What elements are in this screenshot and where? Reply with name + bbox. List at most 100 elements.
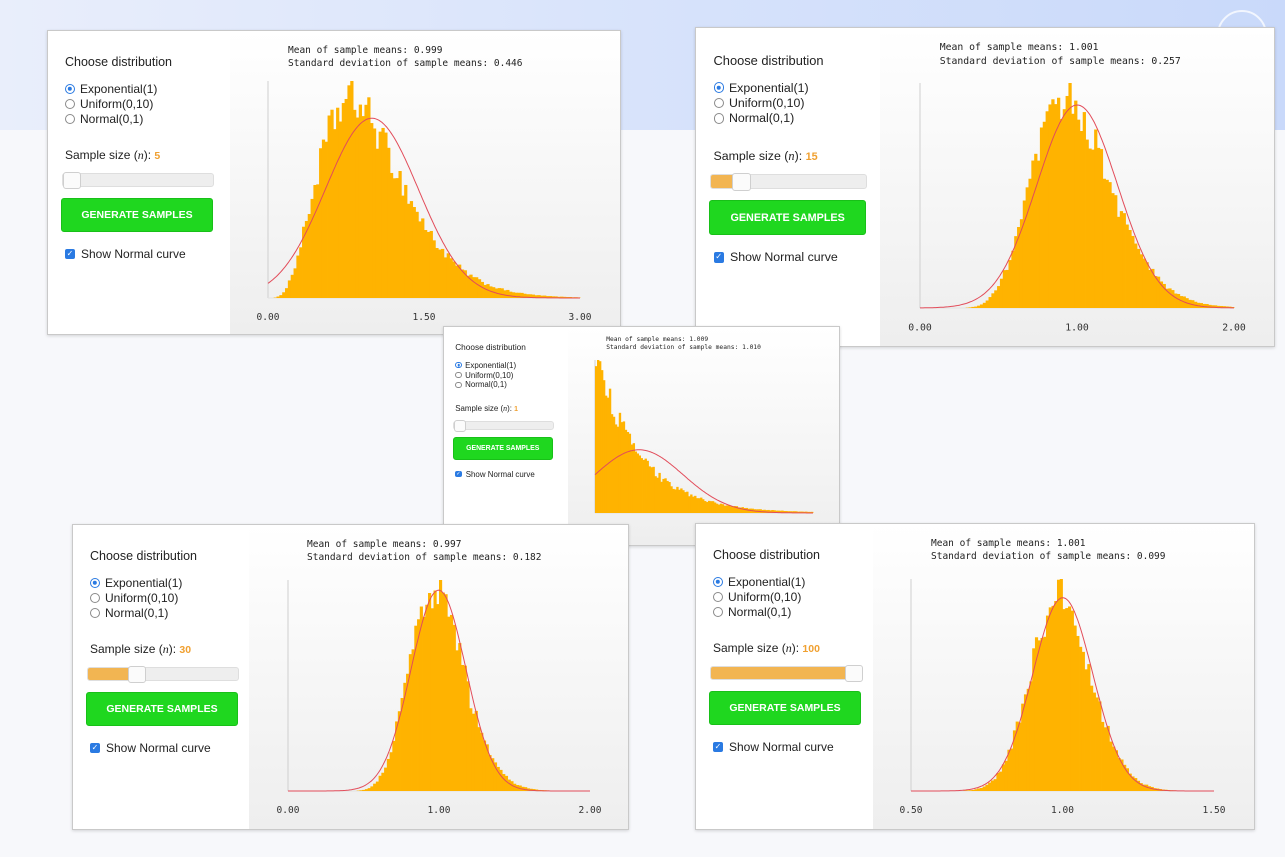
generate-samples-button[interactable]: GENERATE SAMPLES [709,200,866,236]
distribution-option-1[interactable]: Exponential(1) [455,361,516,370]
generate-samples-button[interactable]: GENERATE SAMPLES [452,437,553,460]
distribution-option-2[interactable]: Uniform(0,10) [90,591,178,605]
histogram-bar [401,195,405,298]
distribution-option-2[interactable]: Uniform(0,10) [65,97,153,111]
slider-thumb[interactable] [63,172,81,189]
distribution-option-3[interactable]: Normal(0,1) [65,112,143,126]
histogram-bar [364,789,369,791]
histogram-bar [313,184,317,298]
distribution-option-1[interactable]: Exponential(1) [713,81,809,95]
histogram-bar [1068,606,1072,791]
distribution-option-3[interactable]: Normal(0,1) [455,380,507,389]
show-normal-curve-checkbox[interactable]: ✓ Show Normal curve [455,470,535,479]
slider-thumb[interactable] [845,665,863,682]
radio-button[interactable] [713,82,724,93]
generate-samples-button[interactable]: GENERATE SAMPLES [86,692,238,726]
radio-button[interactable] [65,99,75,109]
radio-button[interactable] [455,381,462,389]
histogram-bar [974,789,978,791]
generate-samples-button[interactable]: GENERATE SAMPLES [709,691,861,725]
generate-samples-button[interactable]: GENERATE SAMPLES [61,198,213,232]
controls-column: Choose distribution Exponential(1) Uniform… [696,28,881,346]
show-normal-curve-checkbox[interactable]: ✓ Show Normal curve [90,741,211,755]
radio-button[interactable] [455,371,462,379]
sample-size-slider[interactable] [62,172,214,189]
histogram-bar [1162,283,1166,308]
histogram-bar [404,184,408,298]
radio-button[interactable] [713,113,724,124]
histogram-bar [1001,764,1006,791]
histogram-bar [441,248,445,298]
sample-size-label: Sample size (n): 5 [65,148,161,162]
checkbox-checked-icon[interactable]: ✓ [455,470,462,478]
histogram-bar [638,455,641,513]
radio-button[interactable] [65,84,75,94]
slider-thumb[interactable] [454,420,467,432]
sample-size-slider[interactable] [453,420,554,432]
distribution-option-3[interactable]: Normal(0,1) [713,605,791,619]
histogram-bar [480,281,484,298]
histogram-bar [1148,270,1152,308]
sample-mean-stats: Mean of sample means: 1.001 Standard devi… [940,41,1181,68]
distribution-option-2[interactable]: Uniform(0,10) [713,590,801,604]
histogram-bar [496,766,500,791]
distribution-option-1[interactable]: Exponential(1) [713,575,805,589]
show-normal-curve-checkbox[interactable]: ✓ Show Normal curve [65,247,186,261]
histogram-bar [610,414,614,513]
slider-thumb[interactable] [732,173,751,191]
radio-button[interactable] [713,97,724,109]
slider-thumb[interactable] [128,666,147,683]
x-tick-label: 0.00 [908,322,932,333]
sample-size-slider[interactable] [710,173,867,191]
distribution-option-2[interactable]: Uniform(0,10) [713,96,805,110]
histogram-bar [469,274,473,298]
histogram-bar [781,510,784,513]
sample-size-slider[interactable] [87,666,239,683]
radio-button[interactable] [713,592,723,602]
checkbox-checked-icon[interactable]: ✓ [713,742,723,752]
checkbox-checked-icon[interactable]: ✓ [90,743,100,753]
show-normal-curve-checkbox[interactable]: ✓ Show Normal curve [713,250,838,264]
distribution-option-2[interactable]: Uniform(0,10) [455,371,513,380]
histogram-bar [735,506,739,513]
distribution-option-3[interactable]: Normal(0,1) [90,606,168,620]
distribution-option-1[interactable]: Exponential(1) [90,576,182,590]
histogram-bar [409,201,414,298]
distribution-option-1[interactable]: Exponential(1) [65,82,157,96]
histogram-bar [412,207,416,298]
sample-size-value: 100 [802,643,820,655]
show-curve-label: Show Normal curve [729,740,834,754]
sample-size-label: Sample size (n): 1 [455,404,518,414]
mean-of-means: Mean of sample means: 1.009 [606,335,709,343]
radio-button[interactable] [90,593,100,603]
histogram-bar [809,511,812,513]
checkbox-checked-icon[interactable]: ✓ [65,249,75,259]
histogram-bar [1065,608,1069,791]
histogram-bar [341,103,345,298]
distribution-option-3[interactable]: Normal(0,1) [713,111,794,125]
sample-mean-stats: Mean of sample means: 0.999 Standard devi… [288,44,523,70]
radio-button[interactable] [713,577,723,587]
show-normal-curve-checkbox[interactable]: ✓ Show Normal curve [713,740,834,754]
controls-column: Choose distribution Exponential(1) Uniform… [444,327,569,545]
histogram-bar [1084,669,1088,791]
histogram-bar [707,500,711,513]
histogram-bar [801,511,804,513]
x-tick-label: 0.00 [257,312,280,323]
histogram-bar [612,416,616,513]
radio-button[interactable] [90,608,100,618]
checkbox-checked-icon[interactable]: ✓ [713,252,724,263]
histogram-bar [471,713,476,791]
histogram-bar [1031,160,1035,308]
sample-size-slider[interactable] [710,665,863,682]
radio-button[interactable] [713,607,723,617]
histogram-bar [678,489,681,513]
radio-button[interactable] [455,361,462,369]
histogram-bar [304,220,309,298]
histogram-bar [1023,694,1028,791]
histogram-bar [1179,296,1184,308]
radio-button[interactable] [65,114,75,124]
histogram-bar [1012,730,1017,791]
radio-button[interactable] [90,578,100,588]
histogram-bar [1122,213,1126,308]
